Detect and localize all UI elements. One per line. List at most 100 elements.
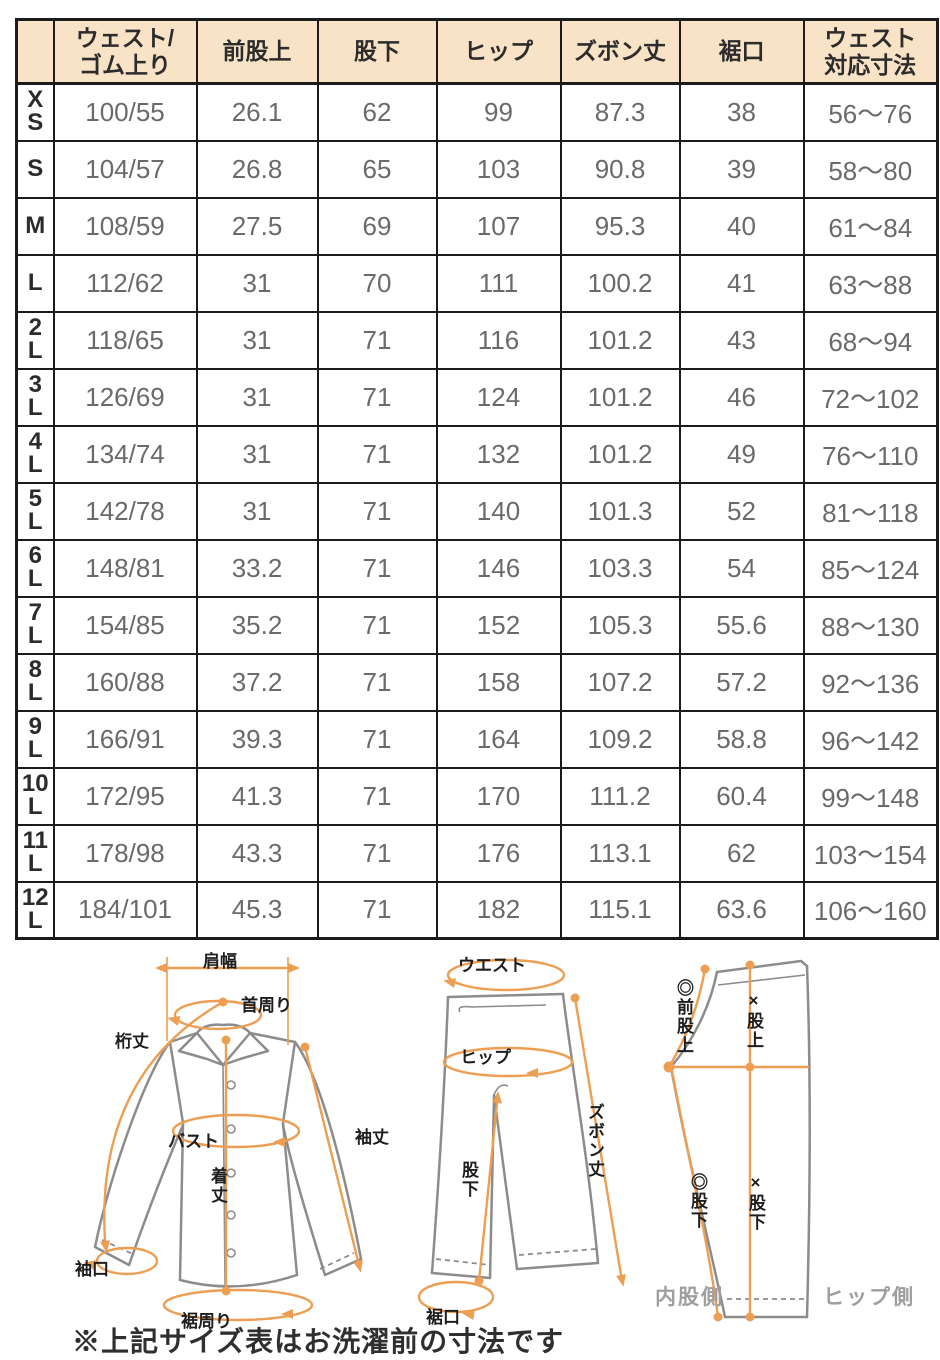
size-value: 126/69 [52,367,198,427]
size-value: 104/57 [52,139,198,199]
size-value: 55.6 [678,595,805,655]
shirt-drawing-icon [83,957,363,1322]
size-label: 12 L [15,880,55,940]
size-value: 71 [316,652,438,712]
size-value: 39.3 [195,709,319,769]
size-value: 72〜102 [802,367,939,427]
cuff-label: 袖口 [75,1260,109,1279]
shoulder-width-label: 肩幅 [203,952,237,971]
size-table-body: X S 100/55 26.1 62 99 87.3 38 56〜76 S 104/57 26.8 65… [15,82,939,940]
table-row: 8 L 160/88 37.2 71 158 107.2 57.2 92〜136 [15,652,939,712]
size-value: 158 [435,652,562,712]
size-value: 111.2 [559,766,681,826]
pants-side-diagram: ◎前股上 ×股上 ◎股下 ×股下 内股側 ヒップ側 [655,945,940,1340]
size-value: 49 [678,424,805,484]
size-value: 71 [316,823,438,883]
size-value: 148/81 [52,538,198,598]
size-value: 87.3 [559,82,681,142]
size-value: 45.3 [195,880,319,940]
table-row: 11 L 178/98 43.3 71 176 113.1 62 103〜154 [15,823,939,883]
rise-label: ×股上 [744,991,763,1050]
size-value: 60.4 [678,766,805,826]
table-row: 6 L 148/81 33.2 71 146 103.3 54 85〜124 [15,538,939,598]
size-value: 63〜88 [802,253,939,313]
bust-label: バスト [168,1132,219,1151]
table-row: 9 L 166/91 39.3 71 164 109.2 58.8 96〜142 [15,709,939,769]
pants-front-diagram: ウエスト ヒップ ズボン丈 股下 裾口 [400,945,650,1335]
body-length-label: 着丈 [208,1167,227,1205]
column-header: ヒップ [435,18,562,85]
table-row: 2 L 118/65 31 71 116 101.2 43 68〜94 [15,310,939,370]
size-value: 101.2 [559,367,681,427]
size-value: 41 [678,253,805,313]
hip-side-label: ヒップ側 [823,1286,915,1309]
size-value: 166/91 [52,709,198,769]
size-value: 105.3 [559,595,681,655]
size-value: 152 [435,595,562,655]
size-value: 88〜130 [802,595,939,655]
header-row: ウェスト/ ゴム上り 前股上 股下 ヒップ ズボン丈 裾口 ウェスト 対応寸法 [15,18,939,85]
hip-label: ヒップ [460,1048,511,1067]
size-value: 31 [195,481,319,541]
size-value: 31 [195,367,319,427]
size-value: 61〜84 [802,196,939,256]
size-value: 54 [678,538,805,598]
size-value: 26.1 [195,82,319,142]
size-value: 40 [678,196,805,256]
size-value: 26.8 [195,139,319,199]
size-value: 184/101 [52,880,198,940]
size-value: 52 [678,481,805,541]
size-value: 178/98 [52,823,198,883]
size-value: 115.1 [559,880,681,940]
column-header: 裾口 [678,18,805,85]
column-header: 前股上 [195,18,319,85]
table-row: 10 L 172/95 41.3 71 170 111.2 60.4 99〜148 [15,766,939,826]
size-value: 56〜76 [802,82,939,142]
size-value: 103〜154 [802,823,939,883]
size-value: 58.8 [678,709,805,769]
waist-label: ウエスト [458,956,526,975]
size-value: 112/62 [52,253,198,313]
sleeve-length-label: 袖丈 [355,1128,389,1147]
size-value: 69 [316,196,438,256]
size-label: M [15,196,55,256]
size-value: 118/65 [52,310,198,370]
size-label: 10 L [15,766,55,826]
size-value: 182 [435,880,562,940]
size-value: 71 [316,310,438,370]
table-row: 4 L 134/74 31 71 132 101.2 49 76〜110 [15,424,939,484]
size-value: 170 [435,766,562,826]
size-value: 101.2 [559,424,681,484]
size-value: 101.3 [559,481,681,541]
size-value: 71 [316,538,438,598]
size-value: 103 [435,139,562,199]
size-value: 71 [316,766,438,826]
table-row: L 112/62 31 70 111 100.2 41 63〜88 [15,253,939,313]
size-value: 95.3 [559,196,681,256]
column-header: 股下 [316,18,438,85]
size-value: 107.2 [559,652,681,712]
table-row: X S 100/55 26.1 62 99 87.3 38 56〜76 [15,82,939,142]
size-value: 176 [435,823,562,883]
size-value: 31 [195,310,319,370]
size-value: 57.2 [678,652,805,712]
size-value: 107 [435,196,562,256]
size-value: 92〜136 [802,652,939,712]
size-label: 11 L [15,823,55,883]
size-value: 99〜148 [802,766,939,826]
neck-label: 首周り [241,996,292,1015]
hem-around-label: 裾周り [181,1312,232,1331]
size-value: 85〜124 [802,538,939,598]
size-value: 132 [435,424,562,484]
size-value: 103.3 [559,538,681,598]
size-value: 71 [316,709,438,769]
size-value: 71 [316,367,438,427]
size-value: 39 [678,139,805,199]
size-value: 63.6 [678,880,805,940]
